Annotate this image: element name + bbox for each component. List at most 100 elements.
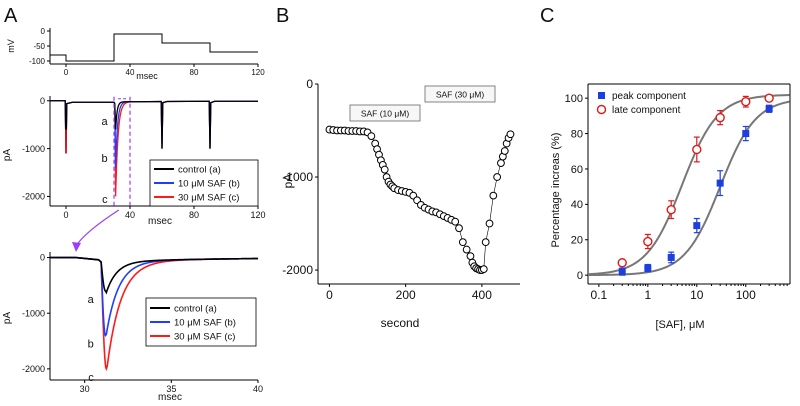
zoom-xtick-label: 30 bbox=[80, 384, 90, 394]
c-late-point bbox=[617, 258, 627, 268]
c-xtick-label: 10 bbox=[690, 288, 704, 302]
zoom-arrow-curve bbox=[75, 209, 120, 247]
protocol-ytick-label: -100 bbox=[29, 57, 46, 66]
b-ylabel: pA bbox=[281, 174, 295, 189]
zoom-trace-label: c bbox=[88, 372, 94, 384]
protocol-xtick-label: 40 bbox=[126, 68, 135, 77]
b-data-point bbox=[455, 224, 463, 233]
zoom-trace-label: b bbox=[88, 338, 94, 350]
c-peak-point bbox=[765, 105, 773, 113]
zoom-trace-plot: pA msec a b c30 35 40 0 -1000 -2000 control (a) 1… bbox=[2, 251, 263, 403]
c-ytick-label: 100 bbox=[565, 93, 583, 105]
b-ytick-label: 0 bbox=[306, 77, 313, 91]
current-legend-label: 10 μM SAF (b) bbox=[178, 179, 240, 190]
b-data-point bbox=[493, 173, 502, 181]
b-data-point bbox=[451, 217, 460, 226]
b-data-point bbox=[506, 130, 515, 139]
b-data-point bbox=[367, 132, 376, 140]
c-late-point bbox=[643, 236, 653, 247]
panel-label-a: A bbox=[4, 5, 18, 27]
b-annotation-label: SAF (10 μM) bbox=[361, 109, 410, 119]
panel-label-c: C bbox=[540, 5, 554, 27]
zoom-legend-label: 30 μM SAF (c) bbox=[174, 332, 235, 343]
current-ytick-label: -2000 bbox=[22, 192, 45, 202]
c-xlabel: [SAF], μM bbox=[655, 319, 704, 331]
b-xlabel: second bbox=[381, 316, 420, 330]
b-data-point bbox=[380, 165, 389, 174]
current-xtick-label: 0 bbox=[63, 210, 68, 220]
protocol-xtick-label: 80 bbox=[190, 68, 199, 77]
b-data-point bbox=[466, 252, 475, 260]
time-course-plot: pA second 0 200 400 0 -1000 -2000 SAF (10 μM) S… bbox=[281, 77, 520, 330]
c-xtick-label: 100 bbox=[736, 288, 756, 302]
current-trace-control bbox=[50, 100, 258, 154]
b-data-point bbox=[462, 245, 471, 254]
b-annotation-box bbox=[349, 104, 421, 122]
protocol-trace bbox=[50, 33, 258, 62]
b-annotation-label: SAF (30 μM) bbox=[436, 90, 485, 100]
c-peak-point bbox=[742, 130, 750, 138]
zoom-trace-label: a bbox=[88, 294, 95, 306]
zoom-legend-label: 10 μM SAF (b) bbox=[174, 318, 236, 329]
c-ytick-label: 60 bbox=[571, 164, 583, 176]
zoom-xtick-label: 35 bbox=[166, 384, 176, 394]
c-fit-late bbox=[587, 94, 790, 276]
zoom-trace-control bbox=[50, 256, 259, 295]
zoom-xtick-label: 40 bbox=[253, 384, 263, 394]
c-fit-peak bbox=[587, 100, 790, 277]
b-data-point bbox=[458, 238, 467, 247]
c-ytick-label: 20 bbox=[571, 235, 583, 247]
zoom-ytick-label: -2000 bbox=[22, 364, 45, 374]
current-trace-saf10 bbox=[50, 100, 258, 168]
c-peak-point bbox=[693, 222, 701, 230]
c-peak-point bbox=[667, 253, 675, 261]
c-peak-point bbox=[644, 264, 652, 272]
c-late-point bbox=[715, 112, 725, 123]
c-late-point bbox=[764, 93, 774, 103]
c-legend-late-marker bbox=[596, 104, 607, 115]
current-trace-label: c bbox=[102, 194, 108, 206]
protocol-ytick-label: -50 bbox=[33, 42, 45, 51]
c-peak-point bbox=[716, 179, 724, 187]
c-ytick-label: 40 bbox=[571, 199, 583, 211]
zoom-xlabel: msec bbox=[158, 392, 182, 403]
zoom-ytick-label: 0 bbox=[40, 253, 45, 263]
c-legend-peak-marker bbox=[598, 92, 605, 99]
c-legend-label: peak component bbox=[612, 91, 686, 102]
zoom-ytick-label: -1000 bbox=[22, 308, 45, 318]
current-legend-label: control (a) bbox=[178, 165, 221, 176]
current-xtick-label: 80 bbox=[189, 210, 199, 220]
c-late-point bbox=[741, 96, 751, 107]
b-data-point bbox=[489, 191, 498, 200]
zoom-arrow-head bbox=[72, 242, 81, 252]
b-xtick-label: 400 bbox=[472, 288, 492, 302]
c-late-point bbox=[692, 144, 702, 155]
current-trace-plot: pA msec a b c 0 40 80 120 0 -1000 -2000 control (a… bbox=[2, 96, 266, 252]
b-annotation-box bbox=[424, 85, 496, 103]
panel-label-b: B bbox=[276, 5, 289, 27]
b-data-point bbox=[479, 265, 488, 274]
b-xtick-label: 0 bbox=[326, 288, 333, 302]
c-ylabel: Percentage increas (%) bbox=[550, 133, 562, 248]
zoom-ylabel: pA bbox=[2, 312, 13, 325]
current-ytick-label: -1000 bbox=[22, 144, 45, 154]
c-xtick-label: 1 bbox=[644, 288, 651, 302]
current-ytick-label: 0 bbox=[40, 96, 45, 106]
protocol-ylabel: mV bbox=[6, 39, 16, 53]
protocol-ytick-label: 0 bbox=[41, 27, 46, 36]
b-data-point bbox=[481, 238, 490, 247]
c-ytick-label: 80 bbox=[571, 128, 583, 140]
c-ytick-label: 0 bbox=[577, 270, 583, 282]
c-peak-point bbox=[618, 268, 626, 276]
b-xtick-label: 200 bbox=[396, 288, 416, 302]
current-trace-label: a bbox=[101, 116, 108, 128]
current-xtick-label: 120 bbox=[250, 210, 265, 220]
protocol-plot: mV msec 0 40 80 120 0 -50 -100 bbox=[6, 27, 265, 81]
b-ytick-label: -1000 bbox=[282, 170, 313, 184]
b-data-point bbox=[497, 159, 505, 167]
protocol-xlabel: msec bbox=[136, 71, 158, 81]
b-ytick-label: -2000 bbox=[282, 263, 313, 277]
current-trace-label: b bbox=[101, 153, 107, 165]
current-ylabel: pA bbox=[2, 149, 13, 162]
